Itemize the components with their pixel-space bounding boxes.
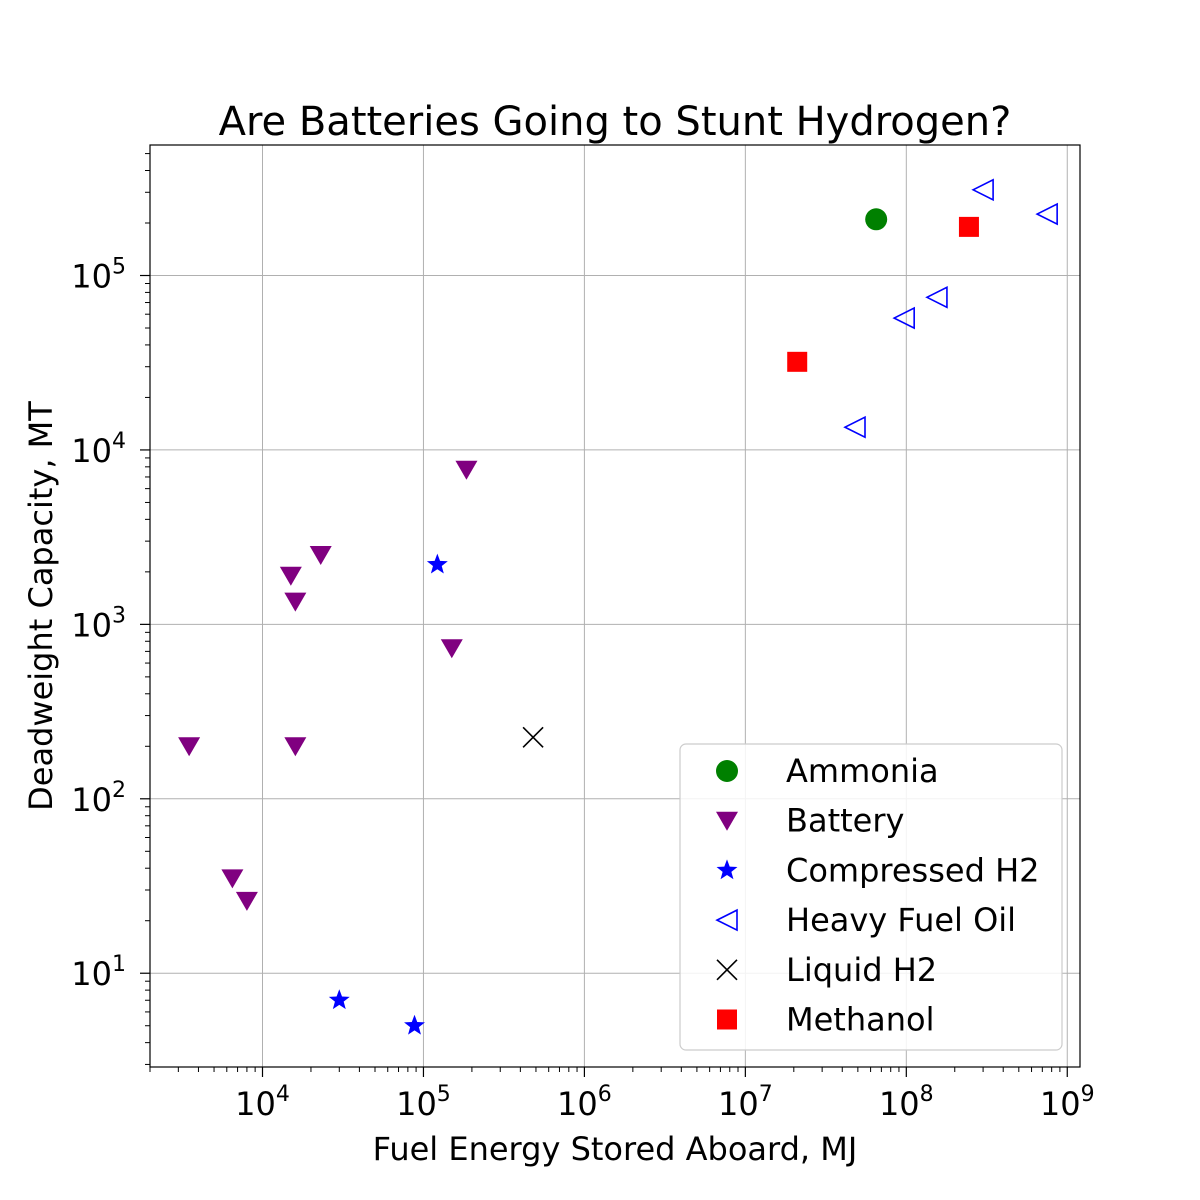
data-point-battery	[284, 592, 307, 612]
legend-box	[679, 743, 1063, 1051]
x-tick-label-exponent: 5	[437, 1082, 451, 1107]
x-axis-title: Fuel Energy Stored Aboard, MJ	[373, 1130, 858, 1168]
data-point-battery	[284, 737, 307, 757]
data-point-heavy-fuel-oil	[1035, 202, 1058, 226]
data-point-heavy-fuel-oil	[892, 306, 915, 330]
data-point-heavy-fuel-oil	[925, 286, 948, 309]
data-point-heavy-fuel-oil	[971, 178, 994, 202]
legend-label-liquid-h2: Liquid H2	[786, 951, 937, 989]
x-tick-label: 105	[396, 1082, 451, 1123]
data-point-methanol	[787, 351, 808, 372]
grid	[150, 145, 1080, 1067]
y-tick-label-exponent: 5	[112, 255, 126, 280]
plot-frame	[149, 144, 1081, 1068]
x-tick-label: 104	[235, 1082, 290, 1123]
y-tick-label: 104	[71, 429, 126, 470]
y-tick-label-exponent: 4	[112, 429, 126, 454]
y-axis-title: Deadweight Capacity, MT	[22, 401, 60, 811]
x-tick-label-base: 10	[879, 1085, 920, 1123]
chart-title: Are Batteries Going to Stunt Hydrogen?	[219, 99, 1012, 145]
legend-marker-heavy-fuel-oil	[715, 908, 738, 932]
x-tick-label-exponent: 6	[598, 1082, 612, 1107]
data-point-battery	[440, 639, 463, 659]
legend-label-methanol: Methanol	[786, 1001, 934, 1039]
x-tick-label-exponent: 7	[759, 1082, 773, 1107]
x-tick-label: 107	[718, 1082, 773, 1123]
legend-label-heavy-fuel-oil: Heavy Fuel Oil	[786, 901, 1016, 939]
data-point-battery	[221, 869, 244, 889]
minor-ticks	[145, 153, 1061, 1072]
y-tick-label-base: 10	[71, 606, 112, 644]
data-point-battery	[309, 545, 332, 565]
x-tick-label-exponent: 9	[1081, 1082, 1095, 1107]
y-tick-label: 102	[71, 778, 126, 819]
data-point-compressed-h2	[328, 989, 350, 1010]
y-tick-label: 105	[71, 255, 126, 296]
x-tick-label: 108	[879, 1082, 934, 1123]
data-point-battery	[178, 737, 201, 757]
legend-marker-liquid-h2	[716, 959, 738, 981]
x-tick-label: 109	[1040, 1082, 1095, 1123]
x-tick-label-base: 10	[1040, 1085, 1081, 1123]
data-point-compressed-h2	[426, 553, 448, 574]
y-tick-label-base: 10	[71, 955, 112, 993]
y-tick-label-base: 10	[71, 432, 112, 470]
data-point-battery	[235, 891, 258, 911]
y-tick-label: 101	[71, 952, 126, 993]
x-tick-label-base: 10	[235, 1085, 276, 1123]
x-tick-label-exponent: 4	[276, 1082, 290, 1107]
y-tick-label: 103	[71, 603, 126, 644]
legend-label-compressed-h2: Compressed H2	[786, 851, 1039, 889]
data-point-compressed-h2	[404, 1014, 425, 1035]
x-tick-label-base: 10	[557, 1085, 598, 1123]
data-point-liquid-h2	[522, 726, 544, 748]
data-points	[178, 178, 1058, 1035]
y-tick-label-exponent: 1	[112, 952, 126, 977]
data-point-heavy-fuel-oil	[843, 415, 866, 439]
x-tick-label: 106	[557, 1082, 612, 1123]
y-tick-label-exponent: 3	[112, 603, 126, 628]
data-point-battery	[279, 566, 302, 586]
data-point-ammonia	[865, 208, 888, 231]
x-tick-label-base: 10	[396, 1085, 437, 1123]
y-tick-label-exponent: 2	[112, 778, 126, 803]
y-tick-label-base: 10	[71, 781, 112, 819]
legend-marker-methanol	[717, 1009, 737, 1030]
x-tick-label-base: 10	[718, 1085, 759, 1123]
legend-label-ammonia: Ammonia	[786, 752, 939, 790]
legend-marker-ammonia	[716, 760, 738, 782]
legend: Ammonia Battery Compressed H2 Heavy Fuel Oi…	[679, 743, 1063, 1051]
legend-marker-battery	[716, 811, 738, 831]
x-tick-label-exponent: 8	[920, 1082, 934, 1107]
legend-marker-compressed-h2	[716, 859, 738, 880]
data-point-battery	[455, 460, 478, 480]
legend-label-battery: Battery	[786, 802, 904, 840]
y-tick-label-base: 10	[71, 258, 112, 296]
data-point-methanol	[958, 216, 979, 237]
